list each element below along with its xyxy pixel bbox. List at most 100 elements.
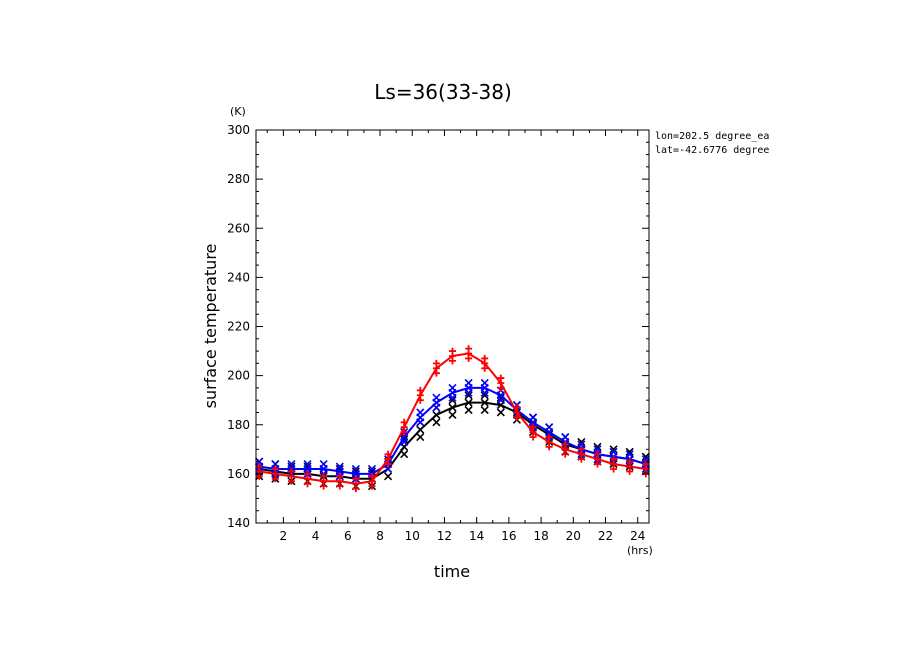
series-2 [255, 345, 650, 493]
data-point [255, 463, 263, 471]
data-point [610, 455, 618, 463]
data-point [497, 374, 505, 382]
data-point [416, 408, 425, 417]
data-point [335, 462, 344, 471]
data-point [416, 432, 425, 442]
data-point [287, 467, 295, 475]
data-point [545, 423, 554, 432]
data-point [528, 413, 538, 422]
data-point [416, 425, 425, 434]
data-point [432, 393, 441, 402]
data-point [593, 442, 602, 451]
data-point [480, 405, 489, 415]
data-point [625, 447, 634, 456]
data-point [271, 459, 280, 469]
x-tick-label: 22 [598, 529, 613, 543]
data-point [287, 459, 296, 469]
data-point [464, 405, 473, 415]
x-tick-label: 20 [566, 529, 581, 543]
data-point [609, 447, 618, 456]
chart-marks [255, 345, 650, 493]
data-point [320, 472, 328, 480]
data-point [255, 457, 264, 466]
data-point [593, 445, 602, 454]
y-unit-label: (K) [230, 105, 246, 118]
data-point [449, 347, 456, 355]
data-point [480, 398, 489, 407]
y-tick-label: 260 [227, 221, 250, 235]
data-point [271, 465, 279, 473]
data-point [465, 345, 473, 353]
data-point [626, 458, 634, 466]
data-point [480, 391, 489, 400]
data-point [480, 378, 489, 388]
data-point [368, 472, 376, 480]
data-point [561, 440, 569, 448]
data-point [593, 450, 601, 458]
data-point [448, 383, 457, 392]
chart-title: Ls=36(33-38) [374, 80, 512, 104]
y-tick-label: 240 [227, 270, 250, 284]
data-point [577, 440, 586, 449]
y-axis-label: surface temperature [201, 244, 220, 409]
data-point [513, 404, 521, 412]
x-tick-label: 12 [437, 529, 452, 543]
x-tick-label: 2 [280, 529, 288, 543]
data-point [304, 470, 312, 478]
data-point [577, 437, 586, 447]
x-unit-label: (hrs) [627, 544, 653, 557]
y-tick-label: 200 [227, 369, 250, 383]
data-point [481, 354, 489, 362]
data-point [416, 386, 424, 394]
x-tick-label: 24 [630, 529, 645, 543]
data-point [545, 433, 553, 441]
x-tick-label: 14 [469, 529, 484, 543]
x-tick-label: 10 [405, 529, 420, 543]
x-tick-label: 8 [376, 529, 384, 543]
data-point [609, 445, 618, 454]
x-tick-label: 6 [344, 529, 352, 543]
x-tick-label: 18 [533, 529, 548, 543]
series-0 [255, 391, 650, 491]
data-point [625, 450, 634, 459]
data-point [496, 393, 505, 402]
data-point [400, 418, 408, 426]
data-point [432, 418, 441, 427]
data-point [448, 403, 457, 412]
data-point [384, 472, 393, 481]
data-point [448, 396, 457, 405]
data-point [432, 359, 440, 367]
x-axis-label: time [434, 562, 470, 581]
data-point [448, 410, 457, 419]
annotation-lon: lon=202.5 degree_ea [655, 131, 769, 142]
data-point [561, 432, 570, 442]
y-tick-label: 180 [227, 418, 250, 432]
y-tick-label: 220 [227, 320, 250, 334]
data-point [464, 391, 473, 400]
axis-ticks: 2 4 6 8 10 12 14 16 18 20 22 2414016018020022024026… [227, 123, 649, 543]
x-tick-label: 16 [501, 529, 516, 543]
data-point [641, 452, 650, 461]
series-1 [255, 378, 650, 483]
plot-frame [255, 129, 650, 524]
data-point [432, 410, 441, 419]
data-point [577, 445, 585, 453]
data-point [367, 464, 377, 474]
data-point [642, 460, 650, 468]
y-tick-label: 140 [227, 516, 250, 530]
y-tick-label: 280 [227, 172, 250, 186]
data-point [400, 450, 409, 459]
x-tick-label: 4 [312, 529, 320, 543]
y-tick-label: 300 [227, 123, 250, 137]
data-point [529, 423, 537, 431]
data-point [351, 464, 360, 474]
data-point [464, 378, 473, 388]
data-point [319, 459, 328, 469]
data-point [384, 450, 392, 458]
data-point [464, 398, 473, 407]
data-point [352, 475, 360, 483]
data-point [336, 472, 344, 480]
series-line [259, 352, 646, 485]
annotation-lat: lat=-42.6776 degree [655, 145, 769, 156]
